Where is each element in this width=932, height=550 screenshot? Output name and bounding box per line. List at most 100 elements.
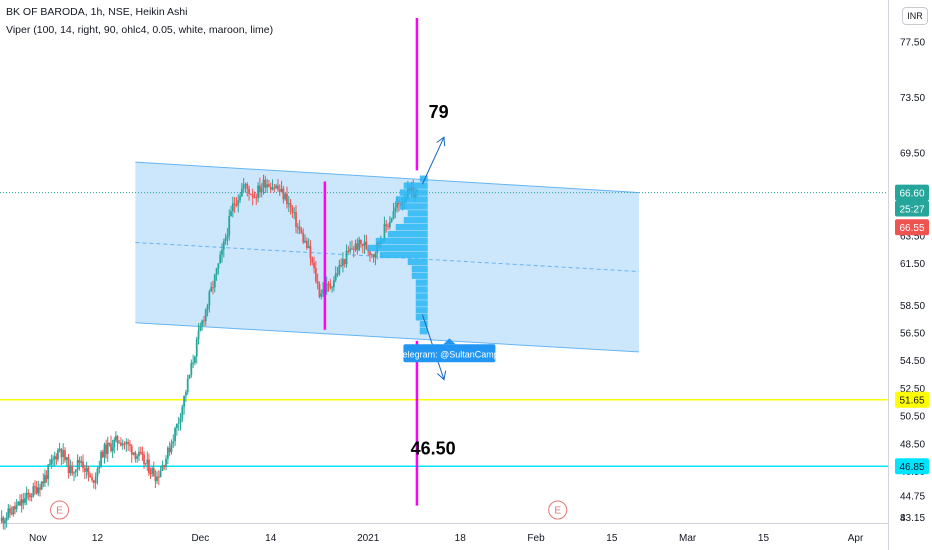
candle-body: [39, 487, 41, 490]
earnings-marker-label-1: E: [554, 506, 561, 517]
price-tick-label: 77.50: [900, 38, 925, 49]
arrow-down-head: [437, 370, 447, 381]
candle-body: [27, 492, 30, 495]
time-tick-label: Feb: [527, 533, 545, 544]
candle-body: [360, 239, 362, 245]
candle-body: [139, 451, 142, 454]
volume-profile-bar-11: [379, 251, 428, 259]
price-label-0: 66.60: [899, 189, 924, 200]
volume-profile-bar-8: [387, 230, 428, 238]
indicator-legend[interactable]: Viper (100, 14, right, 90, ohlc4, 0.05, …: [6, 24, 274, 36]
candle-body: [85, 467, 88, 472]
candle-body: [10, 513, 13, 515]
volume-profile-bar-0: [419, 175, 428, 182]
earnings-marker-0: [50, 500, 70, 520]
candle-body: [5, 517, 8, 521]
candle-body: [80, 461, 83, 464]
price-label-bg-0: [895, 184, 929, 201]
candle-body: [226, 235, 229, 239]
price-tick-label: 8: [900, 513, 906, 524]
candle-body: [203, 320, 205, 322]
candle-body: [210, 287, 213, 292]
candle-body: [365, 241, 368, 250]
candle-body: [334, 273, 337, 281]
candle-body: [113, 439, 116, 448]
candle-body: [262, 179, 265, 188]
candle-body: [7, 508, 10, 518]
candle-body: [116, 435, 119, 443]
candle-body: [114, 435, 117, 440]
candle-body: [293, 212, 296, 214]
candle-body: [143, 454, 145, 464]
candle-body: [98, 466, 101, 469]
candle-body: [394, 207, 397, 212]
volume-profile-bar-4: [399, 203, 428, 210]
candle-body: [57, 450, 59, 460]
candle-body: [183, 395, 185, 407]
time-tick-label: Dec: [191, 533, 209, 544]
earnings-marker-label-0: E: [56, 506, 63, 517]
price-tick-label: 43.15: [900, 513, 925, 524]
time-tick-label: 18: [455, 533, 467, 544]
price-tick-label: 50.50: [900, 412, 925, 423]
candle-body: [240, 188, 243, 197]
candle-body: [340, 265, 343, 267]
candle-body: [369, 251, 371, 255]
currency-button[interactable]: INR: [902, 7, 928, 25]
candle-body: [257, 185, 259, 199]
candle-body: [89, 475, 92, 478]
candle-body: [390, 218, 393, 223]
candle-body: [82, 461, 84, 468]
candle-body: [188, 375, 191, 379]
candle-body: [248, 188, 250, 194]
candle-body: [313, 262, 315, 269]
candle-body: [199, 325, 202, 331]
candle-body: [302, 232, 305, 243]
candle-body: [307, 245, 310, 248]
candle-body: [213, 274, 216, 288]
price-label-bg-1: [895, 200, 929, 217]
candle-body: [266, 184, 269, 188]
candle-body: [67, 457, 70, 474]
candle-body: [206, 305, 209, 310]
volume-profile-bar-15: [415, 279, 428, 286]
candle-body: [19, 501, 21, 506]
candle-body: [300, 230, 303, 233]
candle-body: [343, 258, 346, 265]
time-tick-label: Mar: [679, 533, 697, 544]
candle-body: [222, 241, 225, 250]
candle-body: [163, 465, 166, 467]
price-tick-label: 61.50: [900, 259, 925, 270]
candle-body: [253, 197, 256, 199]
candle-body: [239, 196, 241, 201]
candle-body: [94, 476, 97, 484]
candle-body: [129, 444, 131, 446]
price-tick-label: 63.50: [900, 232, 925, 243]
candle-body: [208, 291, 211, 306]
volume-profile-bar-16: [415, 286, 428, 293]
candle-body: [246, 183, 249, 189]
price-tick-label: 44.75: [900, 491, 925, 502]
candle-body: [174, 428, 176, 442]
candle-body: [282, 188, 285, 200]
candle-body: [345, 250, 348, 265]
candle-body: [190, 362, 193, 376]
candle-body: [235, 204, 238, 206]
candle-body: [101, 451, 104, 458]
time-tick-label: 12: [92, 533, 104, 544]
candle-body: [50, 459, 53, 465]
candle-body: [197, 330, 200, 340]
candle-body: [71, 465, 74, 474]
candle-body: [331, 287, 333, 289]
price-label-4: 46.85: [899, 462, 924, 473]
candle-body: [271, 187, 274, 190]
candle-body: [295, 212, 297, 228]
candle-body: [125, 441, 128, 445]
volume-profile-bar-19: [415, 307, 428, 314]
candle-body: [73, 472, 75, 474]
time-tick-label: 15: [606, 533, 618, 544]
price-tick-label: 48.50: [900, 439, 925, 450]
time-tick-label: 2021: [357, 533, 380, 544]
candle-body: [148, 459, 150, 474]
